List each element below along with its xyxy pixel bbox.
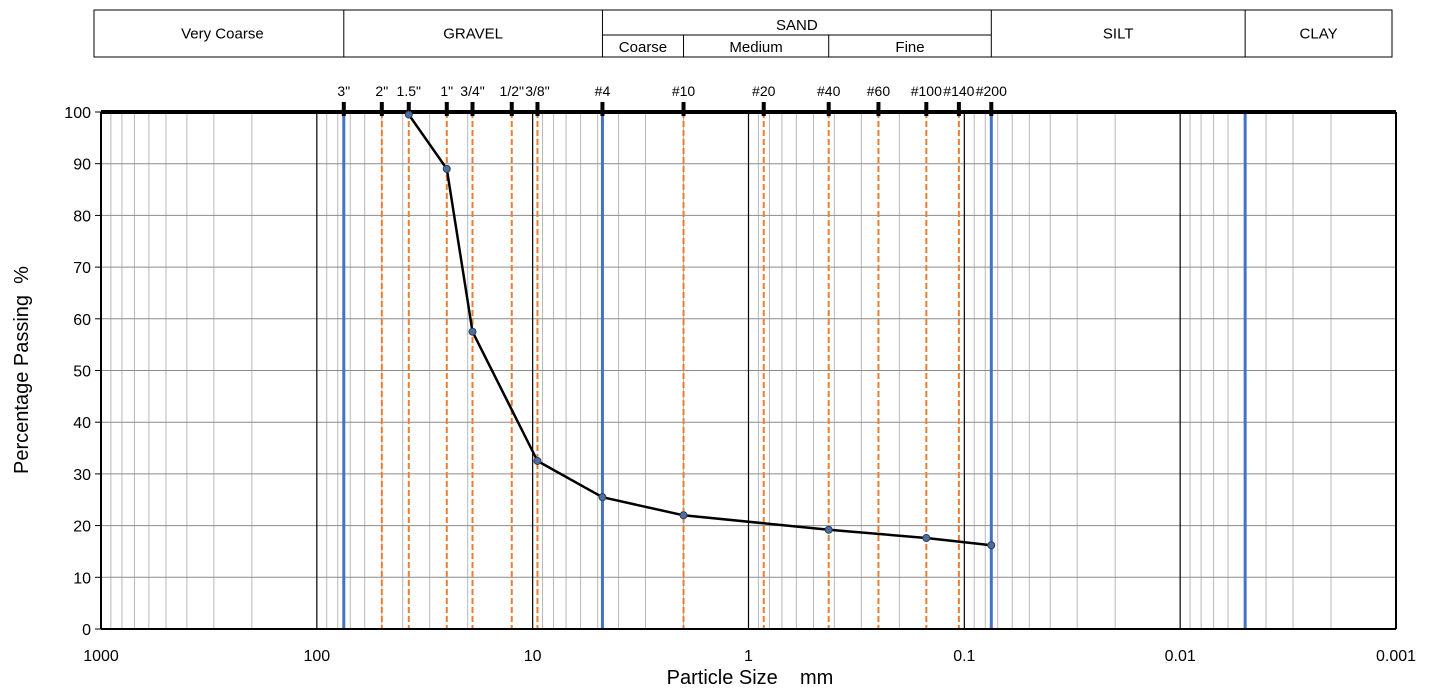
data-point xyxy=(404,110,413,119)
classification-label: CLAY xyxy=(1300,26,1338,43)
sieve-tick xyxy=(876,102,881,116)
data-point xyxy=(824,525,833,534)
sieve-tick xyxy=(989,102,994,116)
sieve-tick xyxy=(535,102,540,116)
sieve-tick xyxy=(924,102,929,116)
series-line xyxy=(407,113,992,547)
sieve-label: #60 xyxy=(867,83,891,99)
sieve-tick xyxy=(761,102,766,116)
sieve-labels: 3" 2" 1.5" 1" 3/4" 1/2" 3/8" #4 #10 #20 #40 #60 #100… xyxy=(337,83,1007,116)
x-tick-label: 1 xyxy=(744,648,753,665)
y-tick-label: 40 xyxy=(73,415,91,432)
classification-label: SAND xyxy=(776,17,818,34)
data-point xyxy=(468,327,477,336)
x-tick-label: 10 xyxy=(524,648,542,665)
sieve-label: 2" xyxy=(375,83,388,99)
y-tick-label: 10 xyxy=(73,570,91,587)
sieve-label: 3" xyxy=(337,83,350,99)
sieve-tick xyxy=(509,102,514,116)
data-point xyxy=(598,493,607,502)
sieve-tick xyxy=(341,102,346,116)
data-point xyxy=(987,541,996,550)
x-tick-label: 1000 xyxy=(83,648,119,665)
x-tick-label: 0.1 xyxy=(953,648,975,665)
classification-label: SILT xyxy=(1103,26,1134,43)
sieve-tick xyxy=(681,102,686,116)
classification-label: GRAVEL xyxy=(443,26,503,43)
classification-sub-label: Medium xyxy=(729,39,782,56)
x-tick-label: 0.01 xyxy=(1165,648,1196,665)
sieve-tick xyxy=(406,102,411,116)
sieve-tick xyxy=(826,102,831,116)
classification-table: Very Coarse GRAVEL SAND Coarse Medium Fine SIL… xyxy=(93,9,1393,58)
axis-tick-labels: 1000 100 10 1 0.1 0.01 0.001 0 10 20 30 40 50 60 70 80 9… xyxy=(64,105,1416,665)
y-tick-label: 60 xyxy=(73,312,91,329)
sieve-label: #100 xyxy=(911,83,942,99)
sieve-label: #200 xyxy=(976,83,1007,99)
y-axis-title: Percentage Passing % xyxy=(11,266,33,474)
y-tick-label: 100 xyxy=(64,105,91,122)
sieve-label: 3/8" xyxy=(525,83,549,99)
sieve-label: 1/2" xyxy=(500,83,524,99)
data-point xyxy=(533,456,542,465)
major-gridlines xyxy=(100,111,1397,630)
classification-sub-label: Fine xyxy=(895,39,924,56)
y-tick-label: 80 xyxy=(73,208,91,225)
y-tick-label: 0 xyxy=(82,622,91,639)
sieve-label: #140 xyxy=(943,83,974,99)
classification-label: Very Coarse xyxy=(181,26,264,43)
data-point xyxy=(442,164,451,173)
sieve-label: #4 xyxy=(595,83,611,99)
y-tick-label: 70 xyxy=(73,260,91,277)
data-point xyxy=(679,511,688,520)
y-tick-label: 20 xyxy=(73,519,91,536)
sieve-label: #20 xyxy=(752,83,776,99)
sieve-label: #40 xyxy=(817,83,841,99)
sieve-tick xyxy=(379,102,384,116)
sieve-label: #10 xyxy=(672,83,696,99)
sieve-label: 1.5" xyxy=(397,83,421,99)
sieve-tick xyxy=(956,102,961,116)
sieve-tick xyxy=(600,102,605,116)
sieve-label: 3/4" xyxy=(460,83,484,99)
classification-sub-label: Coarse xyxy=(619,39,667,56)
x-tick-label: 100 xyxy=(303,648,330,665)
series-layer xyxy=(404,110,996,550)
data-point xyxy=(922,534,931,543)
x-tick-label: 0.001 xyxy=(1376,648,1416,665)
sieve-tick xyxy=(470,102,475,116)
classification-table-border xyxy=(93,9,1393,58)
y-tick-label: 50 xyxy=(73,364,91,381)
x-axis-title: Particle Size mm xyxy=(667,667,834,689)
sieve-label: 1" xyxy=(440,83,453,99)
y-tick-label: 30 xyxy=(73,467,91,484)
sieve-tick xyxy=(444,102,449,116)
y-tick-label: 90 xyxy=(73,157,91,174)
